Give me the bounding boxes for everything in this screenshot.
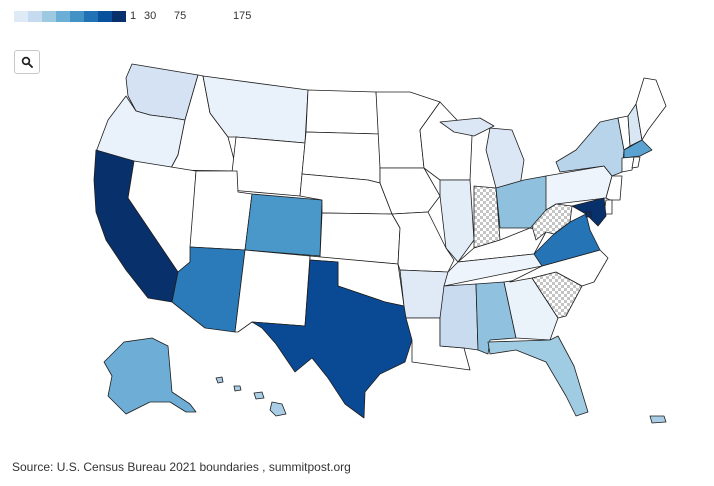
- legend-color-swatch: [70, 11, 84, 22]
- state-alaska[interactable]: [103, 337, 197, 415]
- state-rhode-island[interactable]: [631, 156, 641, 169]
- legend-tick-label: 1: [130, 10, 137, 22]
- state-iowa[interactable]: [379, 167, 441, 215]
- state-florida[interactable]: [487, 335, 589, 417]
- state-district-of-columbia[interactable]: [585, 211, 592, 218]
- state-hawaii[interactable]: [215, 376, 287, 417]
- state-new-mexico[interactable]: [234, 249, 311, 333]
- legend-color-swatch: [56, 11, 70, 22]
- legend-tick-label: 30: [144, 10, 157, 22]
- state-wyoming[interactable]: [229, 136, 306, 197]
- state-maine[interactable]: [635, 77, 667, 141]
- state-massachusetts[interactable]: [623, 139, 653, 159]
- state-texas[interactable]: [251, 259, 413, 419]
- legend-tick-label: 75: [174, 10, 187, 22]
- state-connecticut[interactable]: [621, 156, 635, 173]
- state-michigan[interactable]: [485, 127, 525, 189]
- state-north-dakota[interactable]: [305, 89, 381, 135]
- legend-color-swatch: [14, 11, 28, 22]
- legend-color-swatch: [28, 11, 42, 22]
- state-north-carolina[interactable]: [509, 249, 609, 287]
- state-new-jersey[interactable]: [605, 175, 623, 201]
- state-new-york[interactable]: [555, 117, 625, 177]
- legend-color-swatch: [84, 11, 98, 22]
- search-icon: [21, 56, 33, 68]
- state-colorado[interactable]: [244, 193, 323, 257]
- legend-color-ramp: [14, 11, 126, 22]
- state-michigan-upper[interactable]: [439, 117, 495, 137]
- source-caption: Source: U.S. Census Bureau 2021 boundari…: [12, 460, 351, 474]
- legend-color-swatch: [98, 11, 112, 22]
- state-west-virginia[interactable]: [531, 203, 573, 241]
- legend-color-swatch: [42, 11, 56, 22]
- legend-color-swatch: [112, 11, 126, 22]
- state-mississippi[interactable]: [439, 283, 479, 351]
- state-puerto-rico[interactable]: [649, 415, 667, 424]
- state-indiana[interactable]: [473, 185, 501, 249]
- state-kansas[interactable]: [319, 212, 401, 265]
- legend-tick-label: 175: [233, 10, 252, 22]
- search-button[interactable]: [14, 50, 40, 74]
